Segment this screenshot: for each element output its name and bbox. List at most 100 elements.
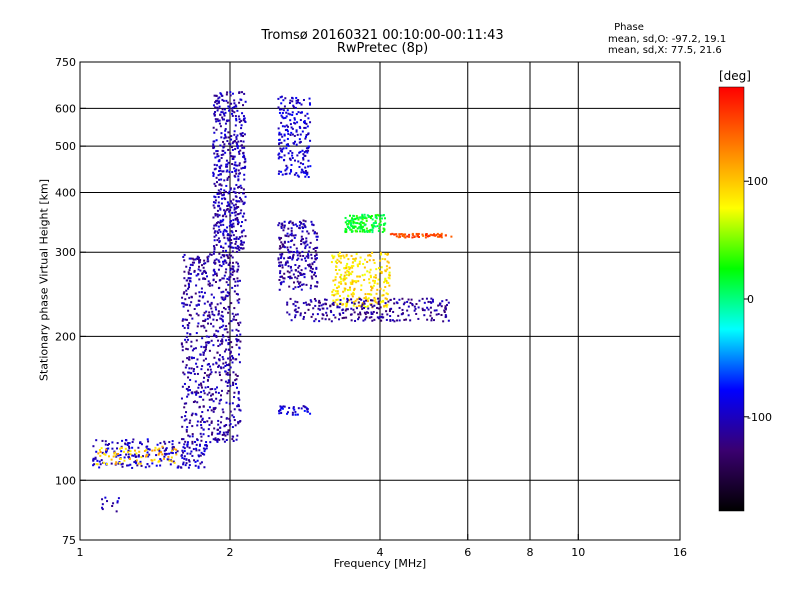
scatter-point [201, 452, 204, 455]
scatter-point [185, 430, 188, 433]
scatter-point [222, 140, 225, 143]
scatter-point [101, 503, 104, 506]
scatter-point [358, 226, 361, 229]
scatter-point [112, 455, 115, 458]
scatter-point [361, 213, 364, 216]
scatter-point [196, 255, 199, 258]
scatter-point [215, 181, 218, 184]
scatter-point [434, 234, 437, 237]
scatter-point [302, 157, 305, 160]
scatter-point [231, 157, 234, 160]
scatter-point [381, 313, 384, 316]
scatter-point [348, 221, 351, 224]
scatter-point [241, 215, 244, 218]
scatter-point [215, 361, 218, 364]
scatter-point [202, 324, 205, 327]
scatter-point [300, 103, 303, 106]
scatter-point [343, 267, 346, 270]
scatter-point [342, 279, 345, 282]
scatter-point [198, 278, 201, 281]
scatter-point [299, 281, 302, 284]
scatter-point [307, 256, 310, 259]
scatter-point [427, 300, 430, 303]
scatter-point [221, 254, 224, 257]
scatter-point [443, 311, 446, 314]
scatter-point [280, 237, 283, 240]
scatter-point [242, 241, 245, 244]
scatter-point [356, 265, 359, 268]
scatter-point [348, 220, 351, 223]
scatter-point [230, 254, 233, 257]
scatter-point [191, 392, 194, 395]
scatter-point [116, 500, 119, 503]
scatter-point [221, 197, 224, 200]
scatter-point [238, 249, 241, 252]
scatter-point [286, 412, 289, 415]
scatter-point [97, 452, 100, 455]
scatter-point [222, 260, 225, 263]
scatter-point [296, 301, 299, 304]
scatter-point [217, 189, 220, 192]
scatter-point [207, 335, 210, 338]
scatter-point [299, 314, 302, 317]
scatter-point [229, 269, 232, 272]
scatter-point [337, 255, 340, 258]
scatter-point [214, 437, 217, 440]
scatter-point [278, 152, 281, 155]
scatter-point [309, 412, 312, 415]
scatter-point [227, 292, 230, 295]
scatter-point [364, 296, 367, 299]
scatter-point [194, 460, 197, 463]
scatter-point [208, 303, 211, 306]
scatter-point [220, 156, 223, 159]
scatter-point [286, 301, 289, 304]
scatter-point [424, 236, 427, 239]
scatter-point [242, 151, 245, 154]
scatter-point [236, 284, 239, 287]
scatter-point [379, 301, 382, 304]
scatter-point [303, 273, 306, 276]
scatter-point [289, 168, 292, 171]
scatter-point [429, 314, 432, 317]
scatter-point [370, 214, 373, 217]
scatter-point [352, 261, 355, 264]
scatter-point [388, 284, 391, 287]
scatter-point [145, 453, 148, 456]
scatter-point [334, 290, 337, 293]
y-tick-label: 600 [55, 102, 76, 115]
scatter-point [282, 117, 285, 120]
scatter-point [282, 405, 285, 408]
scatter-point [138, 450, 141, 453]
scatter-point [315, 267, 318, 270]
scatter-point [213, 224, 216, 227]
scatter-point [229, 275, 232, 278]
scatter-point [278, 143, 281, 146]
scatter-point [238, 196, 241, 199]
scatter-point [222, 250, 225, 253]
scatter-point [183, 270, 186, 273]
scatter-point [222, 230, 225, 233]
scatter-point [235, 247, 238, 250]
scatter-point [304, 226, 307, 229]
scatter-point [320, 304, 323, 307]
scatter-point [375, 217, 378, 220]
scatter-point [235, 261, 238, 264]
scatter-point [391, 232, 394, 235]
scatter-point [295, 143, 298, 146]
scatter-point [304, 311, 307, 314]
scatter-point [331, 293, 334, 296]
scatter-point [206, 368, 209, 371]
scatter-point [228, 253, 231, 256]
scatter-point [285, 147, 288, 150]
scatter-point [226, 277, 229, 280]
scatter-point [222, 153, 225, 156]
scatter-point [282, 99, 285, 102]
scatter-point [228, 293, 231, 296]
scatter-point [279, 253, 282, 256]
scatter-point [310, 275, 313, 278]
scatter-point [375, 221, 378, 224]
scatter-point [234, 280, 237, 283]
scatter-point [206, 363, 209, 366]
scatter-point [212, 147, 215, 150]
scatter-point [228, 276, 231, 279]
